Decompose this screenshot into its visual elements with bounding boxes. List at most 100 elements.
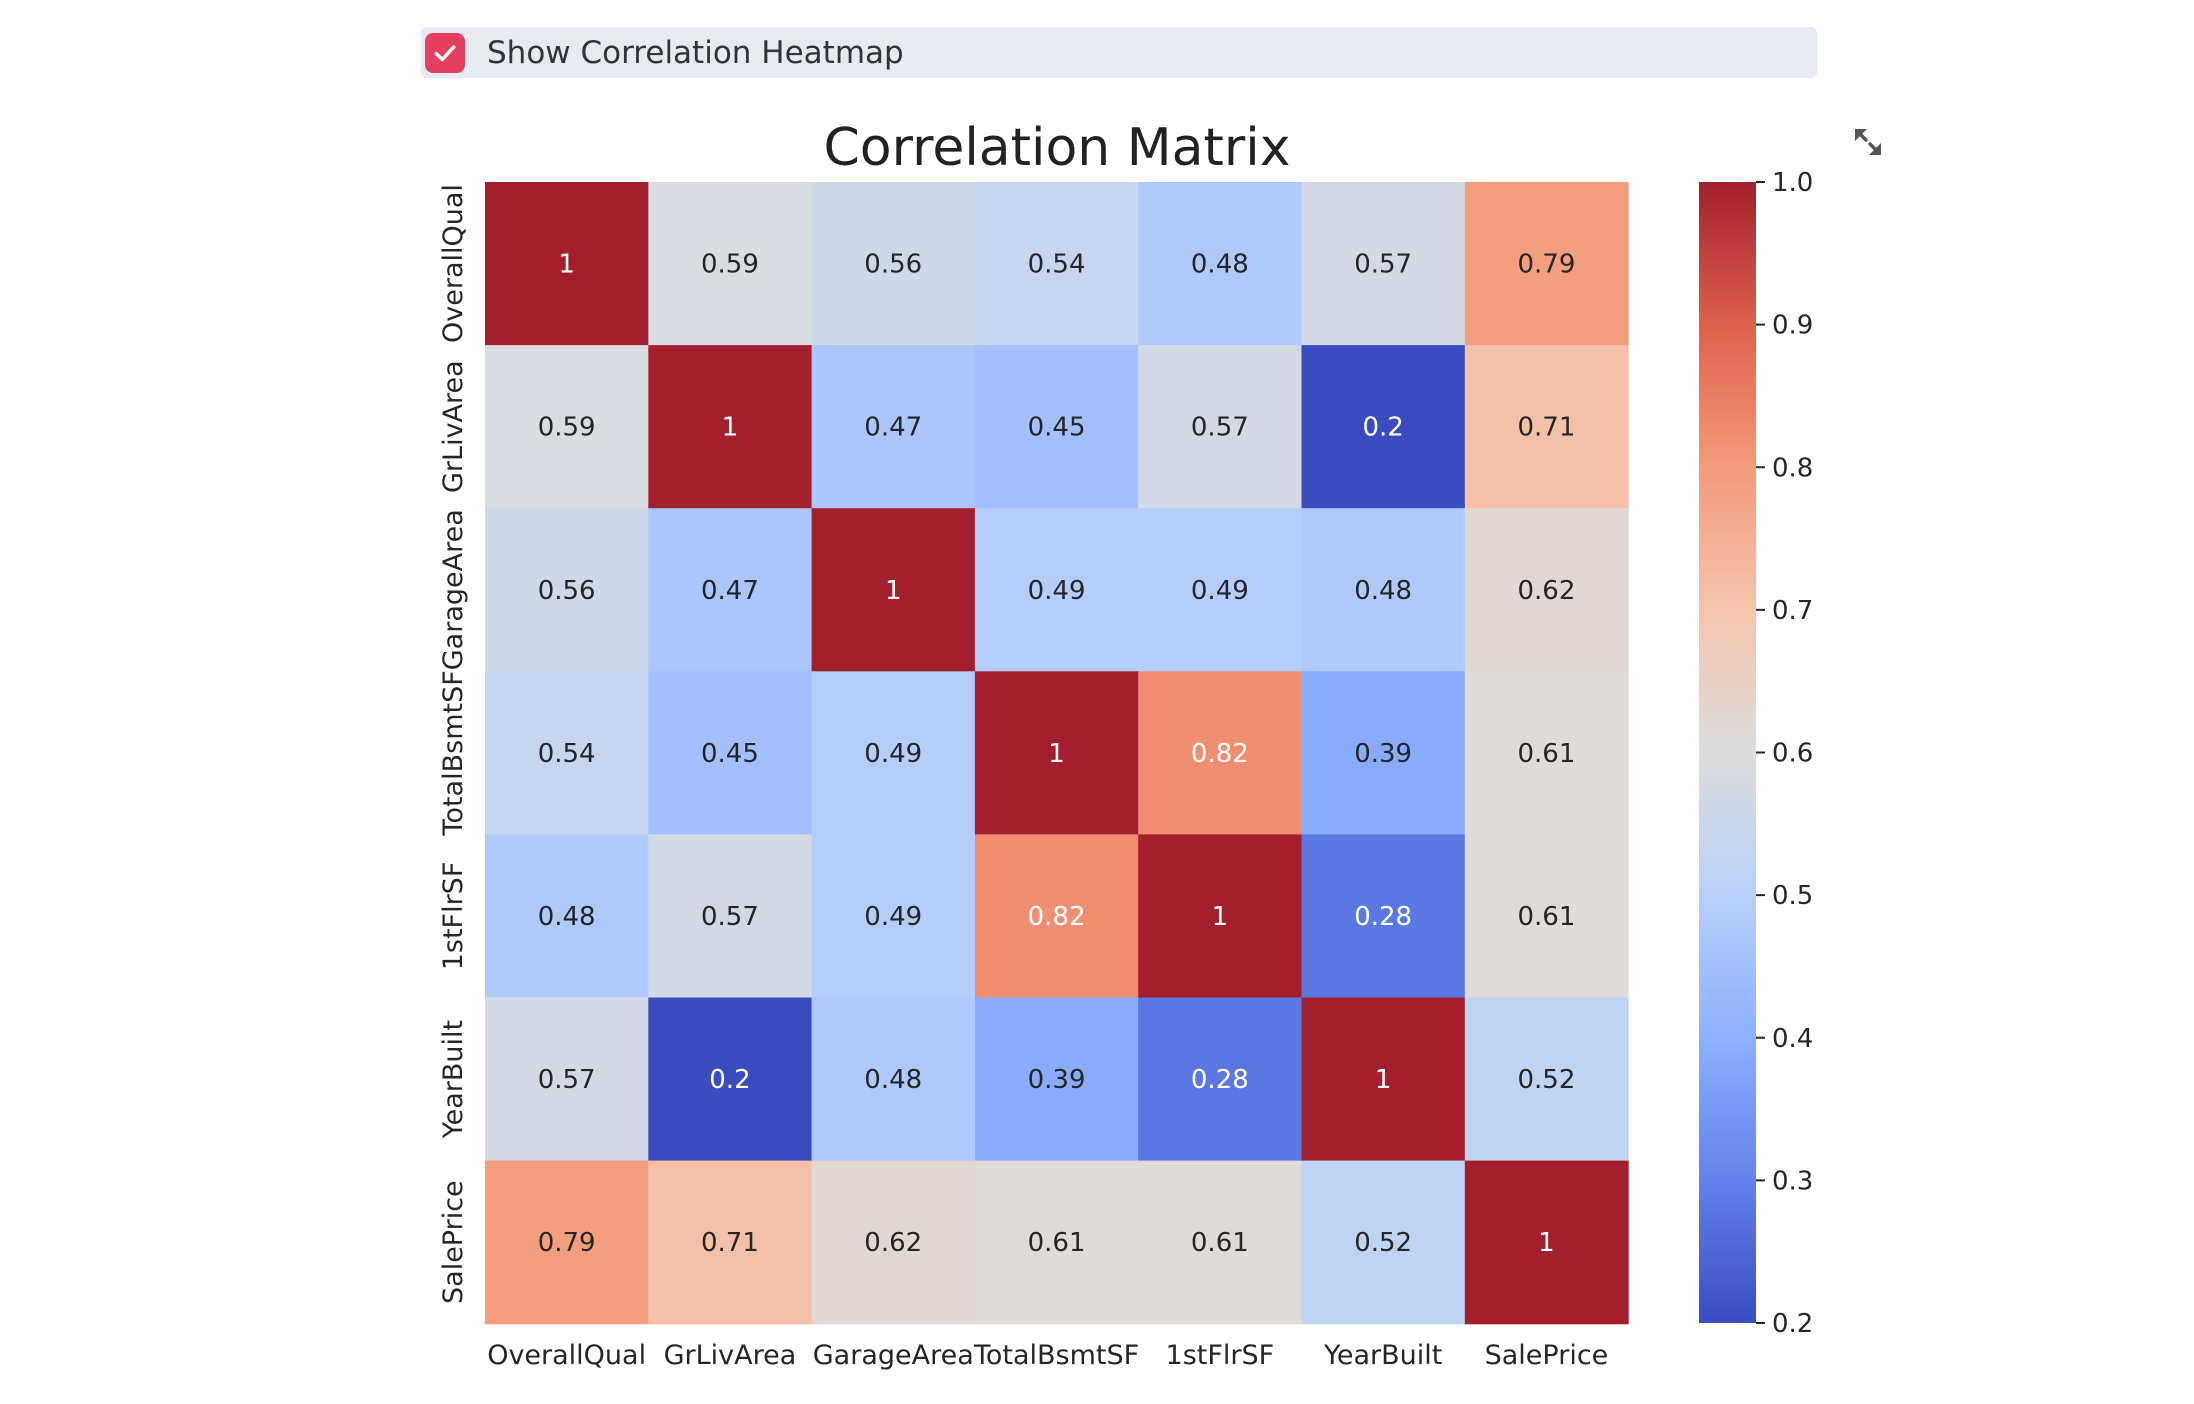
heatmap-cell — [1138, 671, 1303, 835]
y-tick-label: GrLivArea — [438, 360, 469, 493]
heatmap-cell-label: 0.59 — [538, 413, 596, 443]
heatmap-cell — [648, 182, 813, 346]
heatmap-cell — [811, 997, 976, 1162]
heatmap-cell-label: 0.49 — [1191, 576, 1249, 606]
heatmap-cell — [1464, 834, 1629, 999]
heatmap-cell-label: 0.39 — [1028, 1065, 1086, 1095]
heatmap-cell — [648, 671, 813, 835]
heatmap-cell-label: 0.47 — [864, 413, 922, 443]
heatmap-cell — [1301, 671, 1466, 835]
heatmap-cell — [1464, 671, 1629, 835]
heatmap-cell-label: 0.49 — [864, 902, 922, 932]
heatmap-cell-label: 0.48 — [1191, 250, 1249, 280]
heatmap-cell-label: 0.79 — [538, 1228, 596, 1258]
heatmap-cell — [1138, 1160, 1303, 1325]
show-heatmap-toggle[interactable]: Show Correlation Heatmap — [421, 27, 1817, 78]
heatmap-cell — [974, 997, 1139, 1162]
heatmap-cell-label: 0.39 — [1354, 739, 1412, 769]
heatmap-cell — [974, 671, 1139, 835]
heatmap-cell-label: 0.49 — [1028, 576, 1086, 606]
heatmap-cell — [485, 834, 649, 999]
heatmap-cell — [811, 1160, 976, 1325]
heatmap-cell — [1301, 997, 1466, 1162]
fullscreen-expand-icon[interactable] — [1848, 122, 1888, 162]
heatmap-cell-label: 1 — [558, 250, 575, 280]
heatmap-cell-label: 0.48 — [1354, 576, 1412, 606]
heatmap-cell — [1301, 508, 1466, 672]
heatmap-cell — [1301, 834, 1466, 999]
heatmap-cell — [974, 834, 1139, 999]
heatmap-cell — [811, 508, 976, 672]
heatmap-cell — [974, 508, 1139, 672]
y-tick-label: OverallQual — [438, 184, 469, 343]
y-tick-label: GarageArea — [438, 509, 469, 670]
x-tick-label: GarageArea — [813, 1340, 974, 1371]
colorbar — [1699, 182, 1756, 1323]
heatmap-cell-label: 0.49 — [864, 739, 922, 769]
heatmap-cell — [974, 182, 1139, 346]
heatmap-cell — [485, 671, 649, 835]
heatmap-cell — [1464, 1160, 1629, 1325]
heatmap-cell — [485, 345, 649, 509]
heatmap-cell-label: 0.57 — [701, 902, 759, 932]
colorbar-tick-label: 0.3 — [1772, 1166, 1813, 1196]
colorbar-tick-label: 0.7 — [1772, 596, 1813, 626]
heatmap-cell-label: 0.62 — [864, 1228, 922, 1258]
colorbar-tick-label: 0.6 — [1772, 739, 1813, 769]
heatmap-cell — [1138, 508, 1303, 672]
x-tick-label: 1stFlrSF — [1166, 1340, 1275, 1371]
heatmap-cell-label: 0.52 — [1354, 1228, 1412, 1258]
heatmap-cell — [1464, 508, 1629, 672]
heatmap-cell — [485, 997, 649, 1162]
heatmap-cell — [648, 508, 813, 672]
heatmap-cell-label: 0.62 — [1518, 576, 1576, 606]
heatmap-cell-label: 0.61 — [1028, 1228, 1086, 1258]
heatmap-cell — [811, 834, 976, 999]
heatmap-cell — [648, 1160, 813, 1325]
heatmap-cell — [648, 834, 813, 999]
chart-title: Correlation Matrix — [824, 118, 1291, 178]
heatmap-cell-label: 0.61 — [1191, 1228, 1249, 1258]
colorbar-tick-label: 0.4 — [1772, 1024, 1813, 1054]
x-tick-label: GrLivArea — [664, 1340, 797, 1371]
heatmap-cell-label: 0.56 — [864, 250, 922, 280]
x-tick-label: OverallQual — [487, 1340, 646, 1371]
heatmap-cell-label: 0.71 — [1518, 413, 1576, 443]
heatmap-cell-label: 0.28 — [1191, 1065, 1249, 1095]
heatmap-cell-label: 0.48 — [538, 902, 596, 932]
y-tick-label: 1stFlrSF — [438, 862, 469, 971]
colorbar-tick-label: 0.9 — [1772, 311, 1813, 341]
heatmap-cell — [974, 345, 1139, 509]
heatmap-cell — [1464, 182, 1629, 346]
heatmap-cell-label: 1 — [722, 413, 739, 443]
heatmap-cell-label: 1 — [1375, 1065, 1392, 1095]
heatmap-cell — [1301, 1160, 1466, 1325]
heatmap-cell-label: 1 — [1538, 1228, 1555, 1258]
heatmap-cell-label: 0.56 — [538, 576, 596, 606]
heatmap-cell — [648, 997, 813, 1162]
heatmap-cell-label: 0.57 — [538, 1065, 596, 1095]
y-tick-label: TotalBsmtSF — [438, 670, 469, 836]
heatmap-cell — [1301, 345, 1466, 509]
heatmap-cell-label: 1 — [1212, 902, 1229, 932]
colorbar-tick-label: 1.0 — [1772, 168, 1813, 198]
colorbar-tick-label: 0.5 — [1772, 881, 1813, 911]
heatmap-cell — [811, 671, 976, 835]
colorbar-tick-label: 0.8 — [1772, 453, 1813, 483]
heatmap-cell — [1464, 997, 1629, 1162]
heatmap-cell-label: 0.61 — [1518, 739, 1576, 769]
y-tick-label: YearBuilt — [438, 1020, 469, 1139]
checkmark-icon[interactable] — [425, 32, 465, 73]
heatmap-cell-label: 0.2 — [709, 1065, 750, 1095]
y-tick-label: SalePrice — [438, 1180, 469, 1304]
colorbar-tick-label: 0.2 — [1772, 1309, 1813, 1339]
heatmap-cell-label: 0.79 — [1518, 250, 1576, 280]
heatmap-cell-label: 0.54 — [1028, 250, 1086, 280]
heatmap-cell-label: 0.48 — [864, 1065, 922, 1095]
heatmap-cell-label: 0.57 — [1354, 250, 1412, 280]
heatmap-cell-label: 0.28 — [1354, 902, 1412, 932]
heatmap-cell — [1301, 182, 1466, 346]
x-tick-label: TotalBsmtSF — [973, 1340, 1139, 1371]
heatmap-cell — [1138, 834, 1303, 999]
